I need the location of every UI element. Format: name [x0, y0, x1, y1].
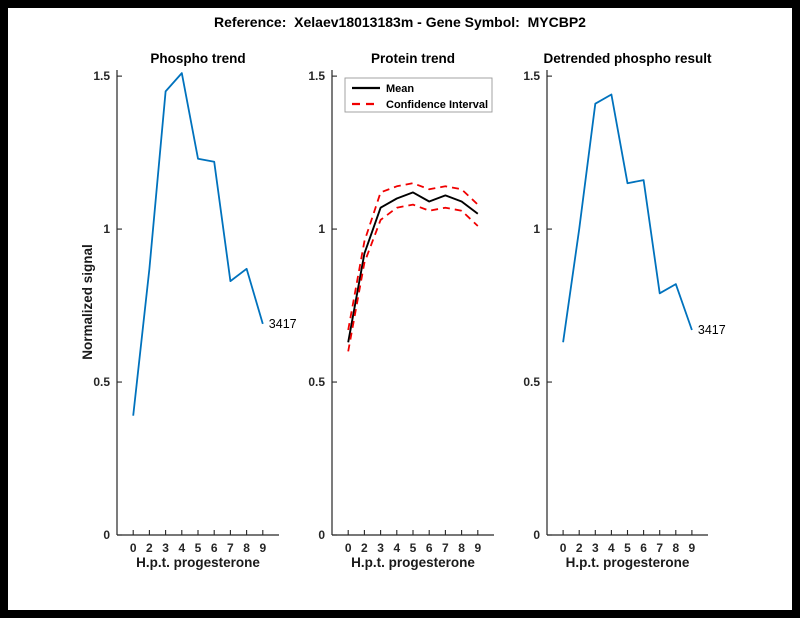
subplot-2-xlabel: H.p.t. progesterone [566, 555, 690, 570]
subplot-1-x-tick-label: 6 [426, 541, 433, 555]
subplot-1-x-tick-label: 4 [393, 541, 400, 555]
subplot-2-x-tick-label: 9 [689, 541, 696, 555]
subplot-1-x-tick-label: 2 [361, 541, 368, 555]
subplot-1-x-tick-label: 7 [442, 541, 449, 555]
subplot-0-x-tick-label: 0 [130, 541, 137, 555]
subplot-1-legend-label-0: Mean [386, 83, 414, 95]
subplot-0-line-phospho-signal [132, 72, 264, 416]
subplot-2-line-detrended-phospho [562, 93, 693, 343]
subplot-2-x-tick-label: 4 [608, 541, 615, 555]
subplot-0-y-tick-label: 1.5 [93, 69, 110, 83]
subplot-0-x-tick-label: 9 [259, 541, 266, 555]
subplot-2-x-tick-label: 5 [624, 541, 631, 555]
subplot-2-x-tick-label: 3 [592, 541, 599, 555]
subplot-1-line-ci-lower [347, 203, 479, 352]
subplot-1-line-mean [347, 191, 479, 343]
subplot-1-x-tick-label: 5 [410, 541, 417, 555]
subplot-0-ylabel: Normalized signal [80, 244, 95, 360]
subplot-2-x-tick-label: 2 [576, 541, 583, 555]
subplot-1-y-tick-label: 0 [318, 528, 325, 542]
subplot-0-x-tick-label: 7 [227, 541, 234, 555]
subplot-1-xlabel: H.p.t. progesterone [351, 555, 475, 570]
subplot-1-x-tick-label: 9 [474, 541, 481, 555]
subplot-0-x-tick-label: 4 [178, 541, 185, 555]
subplot-0-x-tick-label: 8 [243, 541, 250, 555]
subplot-0-x-tick-label: 5 [195, 541, 202, 555]
subplot-0-y-tick-label: 1 [103, 222, 110, 236]
subplot-1-legend-box [344, 77, 493, 113]
subplot-1-y-tick-label: 0.5 [308, 375, 325, 389]
subplot-1-x-tick-label: 3 [377, 541, 384, 555]
subplot-0-title: Phospho trend [150, 51, 245, 66]
subplot-2-y-tick-label: 0.5 [523, 375, 540, 389]
subplot-1-x-tick-label: 0 [345, 541, 352, 555]
figure-title: Reference: Xelaev18013183m - Gene Symbol… [214, 14, 586, 30]
subplot-2-y-tick-label: 0 [533, 528, 540, 542]
subplot-2-title: Detrended phospho result [543, 51, 712, 66]
subplot-0-end-label: 3417 [269, 317, 297, 331]
subplot-1-legend-label-1: Confidence Interval [386, 99, 488, 111]
subplot-2-end-label: 3417 [698, 323, 726, 337]
subplot-0-x-tick-label: 3 [162, 541, 169, 555]
subplot-2-y-tick-label: 1 [533, 222, 540, 236]
subplot-1-y-tick-label: 1 [318, 222, 325, 236]
subplot-0-y-tick-label: 0.5 [93, 375, 110, 389]
subplot-1-y-tick-label: 1.5 [308, 69, 325, 83]
subplot-0-x-tick-label: 6 [211, 541, 218, 555]
subplot-2-x-tick-label: 6 [640, 541, 647, 555]
subplot-0-y-tick-label: 0 [103, 528, 110, 542]
subplot-0-x-tick-label: 2 [146, 541, 153, 555]
subplot-2-x-tick-label: 0 [560, 541, 567, 555]
subplot-1-title: Protein trend [371, 51, 455, 66]
subplot-2-y-tick-label: 1.5 [523, 69, 540, 83]
subplot-1-line-ci-upper [347, 182, 479, 331]
subplot-2-x-tick-label: 7 [656, 541, 663, 555]
subplot-1-x-tick-label: 8 [458, 541, 465, 555]
subplot-0-xlabel: H.p.t. progesterone [136, 555, 260, 570]
subplot-2-x-tick-label: 8 [672, 541, 679, 555]
